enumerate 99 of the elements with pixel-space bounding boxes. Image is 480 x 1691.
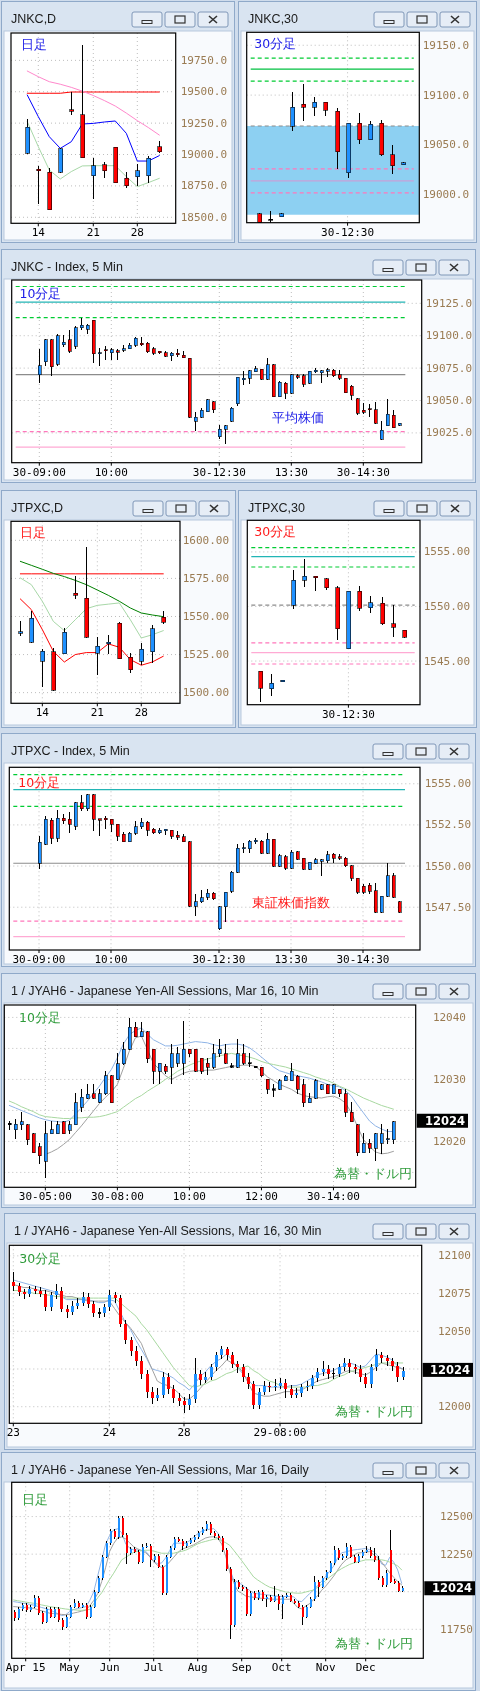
y-tick-label: 1552.50 [424,818,471,832]
y-tick-label: 19025.0 [425,426,472,440]
x-tick-label: 10:00 [94,953,128,966]
y-tick-label: 18500.0 [180,210,227,224]
chart-title: JNKC,D [11,12,57,26]
y-tick-label: 12250 [439,1547,473,1561]
x-tick-label: Dec [355,1661,376,1675]
x-tick-label: 10:00 [94,465,128,479]
chart-title: 1 / JYAH6 - Japanese Yen-All Sessions, Mar 16, 10 Min [11,984,319,998]
y-tick-label: 1550.00 [182,609,229,623]
y-tick-label: 12500 [439,1510,473,1524]
y-tick-label: 1525.00 [182,648,229,662]
x-tick-label: 30-09:00 [12,953,66,966]
x-tick-label: 23 [6,1426,20,1440]
chart-title: JTPXC - Index, 5 Min [11,744,130,758]
y-tick-label: 1550.00 [423,600,470,613]
x-tick-label: 28 [134,706,148,720]
text: 12024 [431,1581,472,1596]
x-tick-label: Aug [187,1661,208,1675]
x-tick-label: 12:00 [244,1190,278,1204]
y-tick-label: 19125.0 [425,296,472,310]
y-tick-label: 1550.00 [424,859,471,873]
x-tick-label: Oct [271,1661,292,1675]
y-tick-label: 1500.00 [182,686,229,700]
x-tick-label: May [59,1661,81,1675]
y-tick-label: 12050 [437,1324,471,1338]
x-tick-label: 13:30 [274,465,308,479]
y-tick-label: 19050.0 [425,394,472,407]
chart-title: JNKC,30 [248,12,299,26]
y-tick-label: 19050.0 [422,138,469,152]
y-tick-label: 19000.0 [422,188,469,202]
y-tick-label: 12040 [432,1010,466,1024]
x-tick-label: 28 [130,226,144,240]
x-tick-label: 30-14:30 [336,465,390,479]
x-tick-label: 10:00 [172,1190,206,1204]
x-tick-label: 30-12:30 [192,953,246,966]
x-tick-label: 30-12:30 [321,707,375,721]
x-tick-label: 14 [35,706,50,720]
x-tick-label: Sep [231,1661,252,1675]
x-tick-label: 30-12:30 [321,225,375,239]
y-tick-label: 19075.0 [425,361,472,375]
annotation: 10分足 [18,774,61,790]
y-tick-label: 1555.00 [424,777,471,791]
y-tick-label: 1547.50 [424,900,471,914]
x-tick-label: 13:30 [274,953,308,966]
y-tick-label: 12000 [437,1400,471,1414]
x-tick-label: 30-12:30 [192,465,246,479]
chart-title: JNKC - Index, 5 Min [11,260,123,274]
y-tick-label: 1545.00 [423,654,470,668]
x-tick-label: Apr 15 [5,1661,46,1675]
x-tick-label: 29-08:00 [253,1426,307,1440]
y-tick-label: 19000.0 [180,148,227,162]
x-tick-label: 28 [177,1426,191,1440]
y-tick-label: 1600.00 [182,533,229,547]
y-tick-label: 12030 [432,1072,466,1086]
x-tick-label: 30-14:00 [306,1190,360,1204]
y-tick-label: 19150.0 [422,38,469,52]
annotation: 30分足 [254,523,297,539]
x-tick-label: Jun [99,1661,120,1675]
annotation: 日足 [20,36,47,52]
x-tick-label: 24 [102,1426,117,1440]
x-tick-label: 30-09:00 [12,465,66,479]
y-tick-label: 11750 [439,1622,473,1636]
annotation: 東証株価指数 [251,894,330,910]
x-tick-label: 30-08:00 [90,1190,144,1204]
text: 12024 [424,1113,465,1128]
chart-title: 1 / JYAH6 - Japanese Yen-All Sessions, Mar 16, 30 Min [14,1224,322,1238]
y-tick-label: 12100 [437,1249,471,1263]
annotation: 10分足 [19,1009,62,1025]
annotation: 平均株価 [271,409,324,425]
annotation: 為替・ドル円 [335,1635,414,1651]
y-tick-label: 18750.0 [180,179,227,193]
y-tick-label: 12020 [432,1134,466,1148]
y-tick-label: 19100.0 [422,88,469,102]
x-tick-label: 21 [86,226,100,240]
y-tick-label: 12075 [437,1287,471,1301]
y-tick-label: 19500.0 [180,85,227,99]
y-tick-label: 1575.00 [182,571,229,585]
annotation: 30分足 [254,35,297,51]
annotation: 30分足 [19,1251,62,1267]
y-tick-label: 19750.0 [180,53,227,67]
y-tick-label: 19250.0 [180,116,227,130]
x-tick-label: 30-14:30 [336,953,390,966]
x-tick-label: 21 [90,706,104,720]
chart-title: 1 / JYAH6 - Japanese Yen-All Sessions, Mar 16, Daily [11,1463,310,1477]
y-tick-label: 19100.0 [425,329,472,343]
annotation: 日足 [21,1492,48,1508]
y-tick-label: 1555.00 [423,545,470,559]
x-tick-label: 30-05:00 [18,1190,72,1204]
x-tick-label: Nov [315,1661,337,1675]
annotation: 為替・ドル円 [335,1404,414,1420]
chart-title: JTPXC,30 [248,501,306,515]
annotation: 為替・ドル円 [333,1166,412,1182]
x-tick-label: Jul [143,1661,164,1675]
annotation: 日足 [19,525,46,541]
x-tick-label: 14 [31,226,46,240]
annotation: 10分足 [19,285,62,301]
chart-title: JTPXC,D [11,501,64,515]
text: 12024 [429,1362,470,1377]
